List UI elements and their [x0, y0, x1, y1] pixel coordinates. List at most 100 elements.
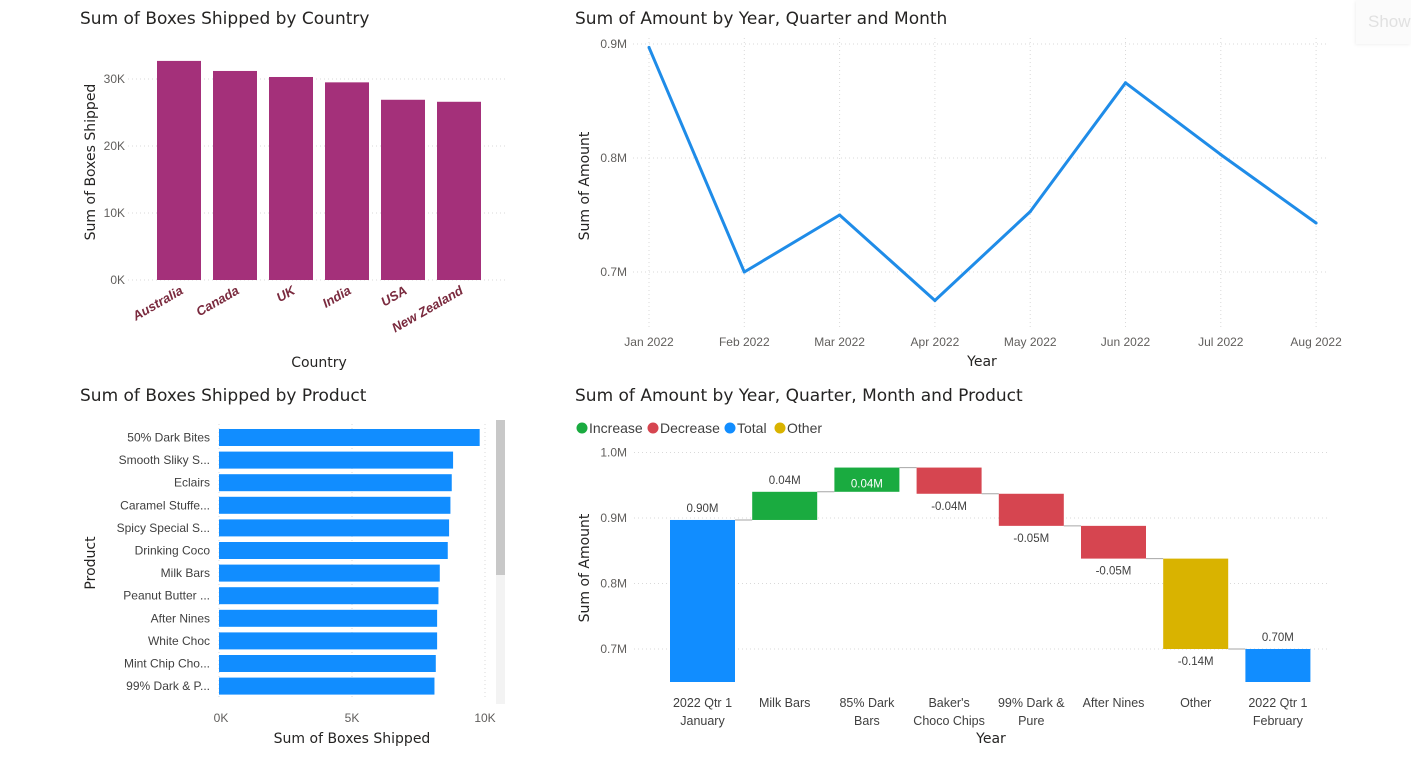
- product-bar: [219, 451, 454, 469]
- waterfall-y-axis-title: Sum of Amount: [577, 513, 593, 622]
- product-bar: [219, 632, 438, 650]
- country-bar: [437, 101, 481, 280]
- product-y-tick: After Nines: [151, 611, 210, 625]
- product-bar: [219, 429, 480, 446]
- product-y-tick: Peanut Butter ...: [123, 589, 210, 603]
- country-bar: [381, 99, 425, 281]
- product-bar: [219, 655, 436, 672]
- waterfall-x-tick: 99% Dark &: [998, 696, 1065, 710]
- waterfall-data-label: 0.04M: [851, 479, 883, 491]
- monthly-y-tick: 0.7M: [600, 265, 627, 279]
- monthly-y-tick: 0.8M: [600, 151, 627, 165]
- waterfall-bar: [1081, 525, 1146, 559]
- waterfall-y-tick: 0.7M: [600, 642, 627, 656]
- product-bar: [219, 496, 451, 514]
- product-bar: [219, 542, 448, 559]
- monthly-point: [1219, 153, 1223, 157]
- country-x-axis-title: Country: [291, 355, 347, 371]
- monthly-series-line: [647, 46, 1317, 302]
- waterfall-x-axis-title: Year: [975, 731, 1006, 747]
- waterfall-legend-marker: [576, 422, 588, 434]
- waterfall-legend-label: Other: [787, 420, 822, 436]
- waterfall-x-tick: 2022 Qtr 1: [673, 696, 732, 710]
- monthly-x-tick: Mar 2022: [814, 335, 865, 349]
- monthly-point: [742, 270, 746, 274]
- waterfall-bar: [752, 491, 818, 520]
- waterfall-legend-label: Decrease: [660, 420, 720, 436]
- waterfall-x-tick: Bars: [854, 714, 880, 728]
- monthly-point: [933, 299, 937, 302]
- waterfall-x-tick: Baker's: [928, 696, 969, 710]
- waterfall-bar: [998, 493, 1064, 526]
- product-bar: [219, 519, 450, 537]
- product-y-tick: Drinking Coco: [135, 544, 211, 558]
- monthly-point: [1028, 210, 1032, 214]
- product-y-axis-title: Product: [83, 536, 99, 590]
- monthly-chart-title: Sum of Amount by Year, Quarter and Month: [575, 9, 948, 29]
- waterfall-legend-marker: [724, 422, 736, 434]
- waterfall-legend-marker: [774, 422, 786, 434]
- product-x-tick: 5K: [345, 711, 360, 725]
- monthly-point: [1124, 81, 1127, 85]
- waterfall-data-label: -0.14M: [1178, 656, 1214, 668]
- waterfall-data-label: -0.05M: [1013, 533, 1049, 545]
- product-y-tick: Caramel Stuffe...: [120, 498, 210, 512]
- product-scrollbar-thumb[interactable]: [496, 420, 505, 575]
- show-button[interactable]: Show: [1356, 0, 1411, 44]
- waterfall-data-label: 0.90M: [687, 503, 719, 515]
- monthly-x-tick: May 2022: [1004, 335, 1057, 349]
- monthly-x-tick: Apr 2022: [911, 335, 960, 349]
- waterfall-x-tick: 2022 Qtr 1: [1248, 696, 1307, 710]
- product-y-tick: 50% Dark Bites: [127, 431, 210, 445]
- monthly-y-axis-title: Sum of Amount: [577, 131, 593, 240]
- product-y-tick: Milk Bars: [161, 566, 210, 580]
- product-bar: [219, 609, 438, 627]
- monthly-point: [1314, 221, 1318, 225]
- product-bar: [219, 587, 439, 605]
- waterfall-bar: [670, 519, 735, 682]
- waterfall-data-label: 0.70M: [1262, 632, 1294, 644]
- product-y-tick: 99% Dark & P...: [126, 679, 210, 693]
- product-y-tick: Spicy Special S...: [117, 521, 210, 535]
- country-bar: [157, 60, 201, 280]
- product-bar: [219, 677, 435, 695]
- waterfall-x-tick: Milk Bars: [759, 696, 810, 710]
- product-y-tick: Mint Chip Cho...: [124, 657, 210, 671]
- waterfall-chart-title: Sum of Amount by Year, Quarter, Month an…: [575, 386, 1023, 406]
- waterfall-data-label: -0.05M: [1096, 566, 1132, 578]
- country-y-tick: 20K: [104, 139, 125, 153]
- waterfall-bar: [916, 467, 982, 494]
- country-chart-title: Sum of Boxes Shipped by Country: [80, 9, 370, 29]
- waterfall-x-tick: Other: [1180, 696, 1211, 710]
- waterfall-x-tick: After Nines: [1083, 696, 1145, 710]
- product-x-tick: 0K: [214, 711, 229, 725]
- country-y-tick: 10K: [104, 206, 125, 220]
- waterfall-x-tick: 85% Dark: [839, 696, 895, 710]
- product-y-tick: Smooth Sliky S...: [119, 453, 210, 467]
- monthly-point: [647, 45, 651, 49]
- country-y-tick: 30K: [104, 72, 125, 86]
- monthly-x-tick: Feb 2022: [719, 335, 770, 349]
- waterfall-y-tick: 1.0M: [600, 446, 627, 460]
- product-x-tick: 10K: [474, 711, 495, 725]
- waterfall-x-tick: Pure: [1018, 714, 1044, 728]
- monthly-point: [838, 213, 842, 217]
- waterfall-x-tick: February: [1253, 714, 1304, 728]
- waterfall-y-tick: 0.8M: [600, 577, 627, 591]
- country-bar: [269, 76, 313, 281]
- monthly-x-tick: Jun 2022: [1101, 335, 1151, 349]
- waterfall-y-tick: 0.9M: [600, 511, 627, 525]
- monthly-y-tick: 0.9M: [600, 37, 627, 51]
- waterfall-data-label: -0.04M: [931, 501, 967, 513]
- country-y-tick: 0K: [110, 273, 125, 287]
- monthly-x-tick: Jul 2022: [1198, 335, 1244, 349]
- waterfall-x-tick: January: [680, 714, 725, 728]
- waterfall-legend-label: Total: [737, 420, 767, 436]
- waterfall-x-tick: Choco Chips: [913, 714, 985, 728]
- product-y-tick: White Choc: [148, 634, 210, 648]
- product-chart-title: Sum of Boxes Shipped by Product: [80, 386, 367, 406]
- product-bar: [219, 564, 440, 582]
